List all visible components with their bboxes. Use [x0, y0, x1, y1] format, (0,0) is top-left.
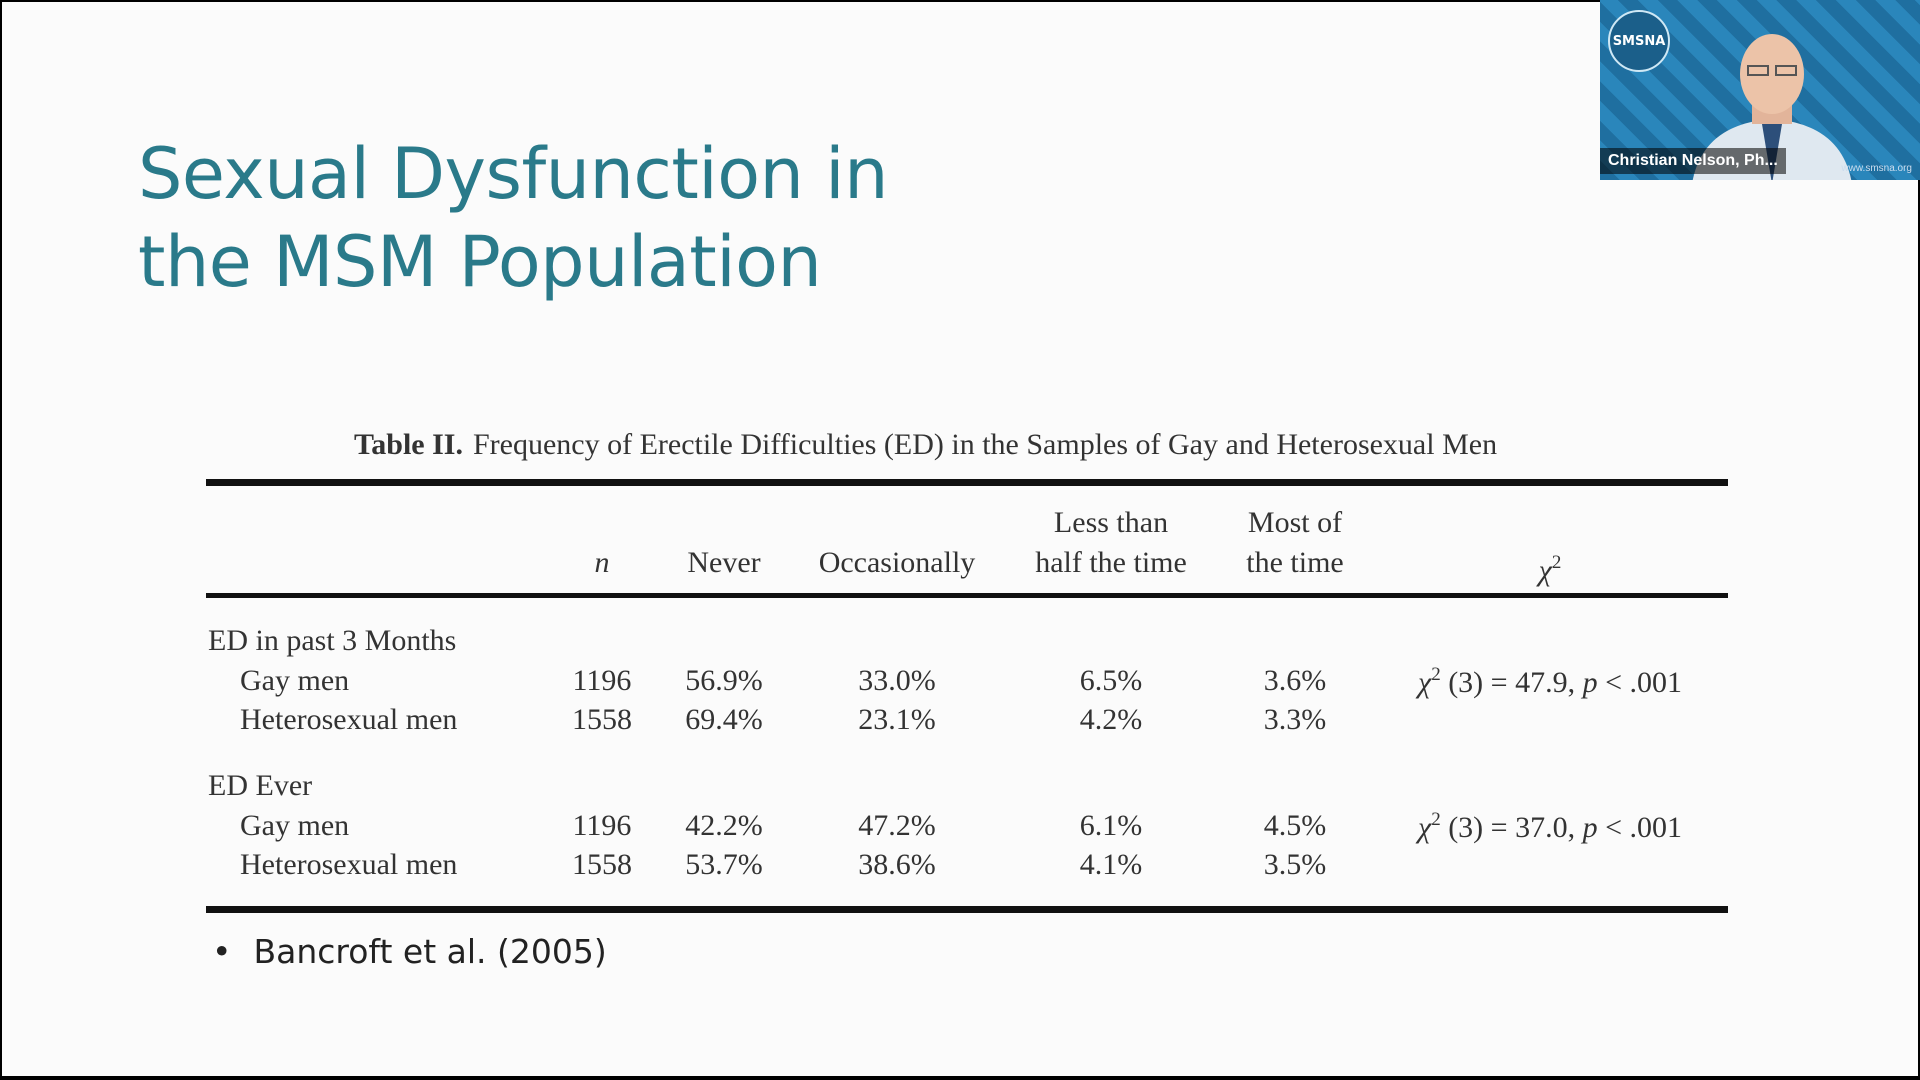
header-most-line-1: Most of [1247, 506, 1343, 539]
p-symbol: p [1582, 811, 1598, 844]
cell-n: 1558 [572, 848, 632, 881]
cell-most: 4.5% [1263, 809, 1327, 842]
slide-title-line-2: the MSM Population [138, 221, 822, 303]
cell-n: 1558 [572, 703, 632, 736]
cell-most: 3.3% [1263, 703, 1327, 736]
header-never: Never [687, 546, 761, 579]
group-label-ed-ever: ED Ever [208, 769, 313, 802]
smsna-logo: SMSNA [1608, 10, 1670, 72]
cell-less: 4.2% [1079, 703, 1143, 736]
participant-name-label: Christian Nelson, Ph... [1600, 148, 1786, 174]
row-label: Gay men [240, 809, 350, 842]
header-chi-symbol: χ [1538, 554, 1552, 587]
cell-less: 4.1% [1079, 848, 1143, 881]
chi-value: (3) = 37.0, [1440, 811, 1583, 844]
cell-most: 3.5% [1263, 848, 1327, 881]
cell-occasionally: 33.0% [858, 664, 936, 697]
table-caption-text: Frequency of Erectile Difficulties (ED) … [472, 428, 1498, 461]
chi-value: (3) = 47.9, [1440, 666, 1583, 699]
header-less-line-1: Less than [1053, 506, 1169, 539]
header-less-line-2: half the time [1035, 546, 1187, 579]
citation-text: Bancroft et al. (2005) [253, 932, 607, 971]
slide-title-line-1: Sexual Dysfunction in [138, 133, 888, 215]
header-n: n [594, 546, 610, 579]
row-label: Gay men [240, 664, 350, 697]
cell-never: 42.2% [685, 809, 763, 842]
chi-sup: 2 [1431, 809, 1441, 830]
cell-never: 56.9% [685, 664, 763, 697]
header-most-line-2: the time [1246, 546, 1344, 579]
speaker-video-tile[interactable]: SMSNA Christian Nelson, Ph... www.smsna.… [1600, 0, 1920, 180]
table-header-rule [206, 593, 1728, 598]
p-value: < .001 [1597, 811, 1683, 844]
cell-occasionally: 47.2% [858, 809, 936, 842]
p-symbol: p [1582, 666, 1598, 699]
chi-sup: 2 [1431, 664, 1441, 685]
cell-n: 1196 [572, 809, 632, 842]
cell-chi-square: χ2 (3) = 37.0, p < .001 [1382, 809, 1718, 845]
header-occasionally: Occasionally [818, 546, 976, 579]
header-chi-sup: 2 [1551, 552, 1562, 573]
header-chi-square: χ2 [1382, 543, 1718, 591]
cell-chi-square: χ2 (3) = 47.9, p < .001 [1382, 664, 1718, 700]
row-label: Heterosexual men [240, 848, 458, 881]
table-caption: Table II. Frequency of Erectile Difficult… [354, 428, 1497, 462]
header-less-than-half: Less than half the time [1018, 503, 1204, 583]
cell-n: 1196 [572, 664, 632, 697]
table-bottom-rule [206, 906, 1728, 913]
cell-less: 6.5% [1079, 664, 1143, 697]
chi-symbol: χ [1417, 666, 1432, 699]
cell-occasionally: 38.6% [858, 848, 936, 881]
row-label: Heterosexual men [240, 703, 458, 736]
header-most-of-time: Most of the time [1228, 503, 1362, 583]
tile-url: www.smsna.org [1841, 163, 1912, 174]
cell-most: 3.6% [1263, 664, 1327, 697]
slide-title: Sexual Dysfunction in the MSM Population [138, 130, 888, 306]
bullet-dot-icon: • [212, 932, 232, 971]
table-label: Table II. [354, 428, 463, 461]
cell-never: 69.4% [685, 703, 763, 736]
cell-occasionally: 23.1% [858, 703, 936, 736]
cell-less: 6.1% [1079, 809, 1143, 842]
group-label-past-3-months: ED in past 3 Months [208, 624, 457, 657]
chi-symbol: χ [1417, 811, 1432, 844]
cell-never: 53.7% [685, 848, 763, 881]
p-value: < .001 [1597, 666, 1683, 699]
citation-bullet: • Bancroft et al. (2005) [212, 932, 607, 971]
table-top-rule [206, 479, 1728, 486]
